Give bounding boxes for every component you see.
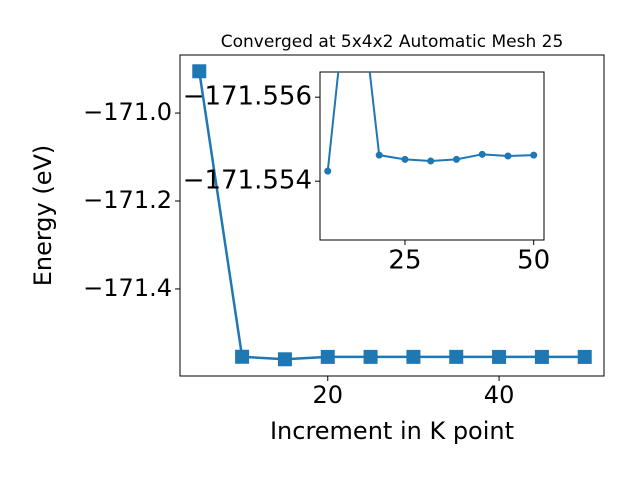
marker — [452, 155, 460, 163]
y-tick-label: −171.0 — [83, 98, 172, 126]
marker — [235, 349, 250, 364]
marker — [534, 349, 549, 364]
marker — [427, 157, 435, 165]
marker — [324, 167, 332, 175]
marker — [449, 349, 464, 364]
marker — [363, 349, 378, 364]
x-axis-label: Increment in K point — [270, 417, 514, 445]
y-tick-label: −171.2 — [83, 186, 172, 214]
y-tick-label: −171.554 — [183, 166, 312, 196]
y-tick-label: −171.556 — [183, 82, 312, 112]
marker — [492, 349, 507, 364]
marker — [577, 349, 592, 364]
marker — [192, 64, 207, 79]
x-tick-label: 25 — [388, 246, 421, 276]
marker — [478, 150, 486, 158]
y-axis-label: Energy (eV) — [29, 145, 57, 287]
marker — [320, 349, 335, 364]
y-tick-label: −171.4 — [83, 274, 172, 302]
x-tick-label: 50 — [517, 246, 550, 276]
plot-layer — [324, 72, 538, 175]
marker — [406, 349, 421, 364]
marker — [401, 155, 409, 163]
marker — [530, 151, 538, 159]
x-tick-label: 20 — [312, 381, 343, 409]
x-tick-label: 40 — [484, 381, 515, 409]
marker — [277, 352, 292, 367]
marker — [375, 151, 383, 159]
plot-layer — [192, 64, 592, 367]
chart-title: Converged at 5x4x2 Automatic Mesh 25 — [221, 32, 564, 52]
series-line — [198, 71, 585, 361]
marker — [504, 152, 512, 160]
